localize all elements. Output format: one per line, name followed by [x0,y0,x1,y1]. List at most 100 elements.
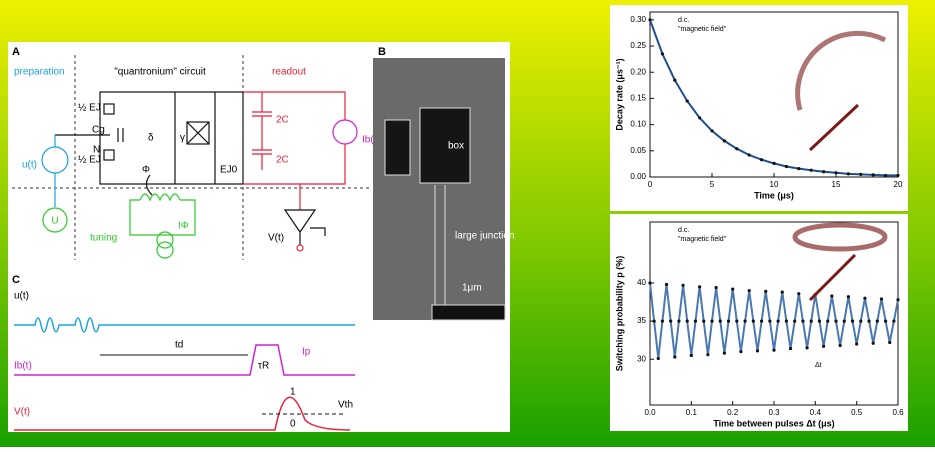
point [847,295,850,298]
y-tick-label: 0.10 [630,120,646,129]
point [669,320,672,323]
point [710,129,713,132]
point [661,320,664,323]
point [863,297,866,300]
point [772,349,775,352]
label: γ [180,133,185,144]
point [748,153,751,156]
point [760,158,763,161]
label: IΦ [178,221,189,232]
x-tick-label: 0.6 [892,408,904,417]
point [781,291,784,294]
point [810,320,813,323]
micrograph [373,58,505,320]
point [723,352,726,355]
label: V(t) [14,407,30,418]
point [764,290,767,293]
label: 0 [290,419,296,430]
point [772,162,775,165]
point [690,354,693,357]
x-tick-label: 0.3 [768,408,780,417]
point [822,345,825,348]
label: 2C [276,155,289,166]
slide: A preparation "quantronium" circuit read… [0,0,935,447]
y-tick-label: 0.20 [630,67,646,76]
y-tick-label: 0.30 [630,15,646,24]
point [735,147,738,150]
label: U [51,216,58,227]
point [665,283,668,286]
label: δ [148,133,154,144]
left-figure: A preparation "quantronium" circuit read… [8,42,514,432]
point [752,320,755,323]
label: box [448,141,464,152]
point [731,288,734,291]
label: Cg [92,125,105,136]
point [880,297,883,300]
point [892,320,895,323]
x-axis-label: Time between pulses Δt (μs) [713,418,834,428]
label: Vth [338,400,353,411]
point [748,289,751,292]
point [855,342,858,345]
point [872,342,875,345]
point [876,320,879,323]
annotation: "magnetic field" [678,236,727,243]
point [859,173,862,176]
point [673,355,676,358]
point [702,320,705,323]
point [768,320,771,323]
point [785,165,788,168]
point [698,285,701,288]
y-tick-label: 40 [637,278,646,287]
panel-label: B [378,46,386,58]
point [756,349,759,352]
point [818,320,821,323]
y-tick-label: 35 [637,316,646,325]
point [843,320,846,323]
point [710,320,713,323]
label: tuning [90,233,117,244]
annotation: d.c. [678,227,689,234]
point [789,347,792,350]
label: u(t) [14,291,29,302]
x-tick-label: 5 [710,180,715,189]
y-tick-label: 0.15 [630,94,646,103]
x-tick-label: 10 [770,180,779,189]
point [739,350,742,353]
point [810,169,813,172]
point [760,320,763,323]
label: 1μm [462,283,482,294]
label: 1 [290,387,296,398]
annotation: d.c. [678,17,689,24]
label: V(t) [268,233,284,244]
point [735,320,738,323]
point [859,320,862,323]
x-tick-label: 0.1 [686,408,698,417]
point [686,320,689,323]
point [723,139,726,142]
label: EJ0 [220,165,238,176]
point [677,320,680,323]
point [719,320,722,323]
label: u(t) [22,160,37,171]
panel-label: A [12,46,20,58]
point [834,320,837,323]
label: readout [272,67,306,78]
x-tick-label: 15 [832,180,841,189]
point [777,320,780,323]
label: Ib(t) [14,361,32,372]
x-tick-label: 20 [894,180,903,189]
point [884,320,887,323]
label: 2C [276,115,289,126]
point [648,281,651,284]
point [698,116,701,119]
point [661,52,664,55]
x-tick-label: 0.2 [727,408,739,417]
point [888,341,891,344]
label: Ip [302,347,311,358]
label: ½ EJ [78,155,101,166]
point [839,344,842,347]
point [896,298,899,301]
point [801,320,804,323]
